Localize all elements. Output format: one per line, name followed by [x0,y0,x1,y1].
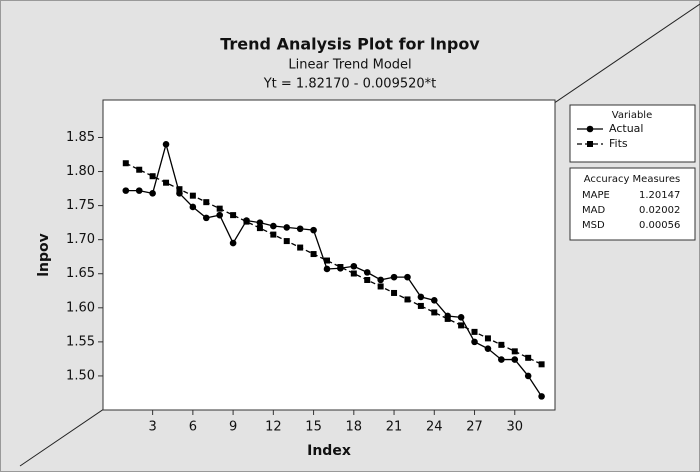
equation: Yt = 1.82170 - 0.009520*t [263,77,437,92]
legend-marker [586,125,594,133]
marker [417,293,425,301]
marker [323,257,330,264]
marker [176,186,183,193]
marker [337,264,344,271]
accuracy-title: Accuracy Measures [584,174,681,185]
marker [136,166,143,173]
marker [256,219,264,226]
measure-name: MSD [582,220,605,231]
marker [377,283,384,290]
legend-title: Variable [612,110,653,121]
marker [135,187,143,194]
x-tick-label: 21 [386,420,403,435]
marker [444,315,451,322]
y-axis-label: lnpov [36,233,52,277]
marker [484,345,492,352]
marker [457,314,465,321]
y-tick-label: 1.85 [66,130,95,145]
legend-label: Fits [609,137,628,150]
marker [163,179,170,186]
x-tick-label: 6 [189,420,197,435]
x-tick-label: 12 [265,420,282,435]
marker [189,203,197,211]
marker [498,341,505,348]
x-tick-label: 27 [466,420,483,435]
accuracy-box [569,167,696,241]
marker [122,160,129,167]
marker [310,226,317,234]
plot-area [102,99,556,411]
legend-label: Actual [609,122,643,135]
marker [270,231,277,238]
marker [458,322,465,329]
x-tick-label: 30 [506,420,523,435]
marker [350,262,358,270]
marker [216,205,223,212]
y-tick-label: 1.80 [66,164,95,179]
marker [270,222,277,230]
marker [377,276,384,284]
marker [364,276,371,283]
marker [297,244,304,251]
marker [404,296,411,303]
x-tick-label: 9 [229,420,237,435]
marker [189,192,196,199]
marker [149,190,156,197]
marker [149,173,156,180]
legend [569,104,696,163]
marker [296,225,304,233]
marker [511,348,518,355]
marker [471,328,478,335]
marker [498,356,505,363]
measure-value: 0.02002 [639,205,680,216]
x-axis-label: Index [307,443,351,459]
marker [391,289,398,296]
marker [229,239,237,247]
marker [230,212,237,219]
marker [122,187,130,194]
y-tick-label: 1.65 [66,266,95,281]
marker [256,225,263,232]
marker [538,361,545,368]
marker [203,199,210,206]
marker [162,140,170,148]
x-tick-label: 3 [148,420,156,435]
marker [525,354,532,361]
y-tick-label: 1.60 [66,300,95,315]
marker [538,393,545,400]
marker [283,224,291,231]
marker [471,338,478,346]
y-tick-label: 1.70 [66,232,95,247]
marker [283,238,290,245]
measure-name: MAPE [582,190,610,201]
marker [363,269,371,276]
measure-value: 0.00056 [639,220,680,231]
measure-name: MAD [582,205,605,216]
marker [431,309,438,316]
marker [323,265,331,273]
x-tick-label: 18 [346,420,363,435]
measure-value: 1.20147 [639,190,680,201]
marker [511,356,519,363]
y-tick-label: 1.55 [66,334,95,349]
subtitle: Linear Trend Model [288,58,411,73]
marker [417,302,424,309]
x-tick-label: 24 [426,420,443,435]
marker [404,273,411,281]
chart-title: Trend Analysis Plot for lnpov [220,35,480,54]
marker [430,297,438,304]
x-tick-label: 15 [305,420,322,435]
marker [390,273,398,281]
y-tick-label: 1.50 [66,368,95,383]
marker [243,218,250,225]
y-tick-label: 1.75 [66,198,95,213]
legend-marker [587,141,593,147]
marker [484,335,491,342]
marker [350,270,357,277]
marker [216,211,223,219]
marker [310,251,317,258]
marker [524,372,532,380]
marker [202,214,210,222]
